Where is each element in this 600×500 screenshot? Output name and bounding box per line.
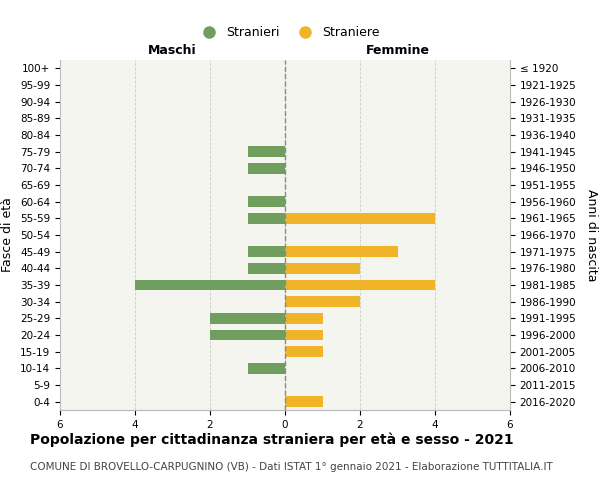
Bar	[248, 196, 285, 207]
Bar	[248, 263, 285, 274]
Text: Femmine: Femmine	[365, 44, 430, 57]
Bar	[285, 330, 323, 340]
Text: COMUNE DI BROVELLO-CARPUGNINO (VB) - Dati ISTAT 1° gennaio 2021 - Elaborazione T: COMUNE DI BROVELLO-CARPUGNINO (VB) - Dat…	[30, 462, 553, 472]
Legend: Stranieri, Straniere: Stranieri, Straniere	[191, 21, 385, 44]
Text: Popolazione per cittadinanza straniera per età e sesso - 2021: Popolazione per cittadinanza straniera p…	[30, 432, 514, 447]
Bar	[285, 396, 323, 407]
Text: Maschi: Maschi	[148, 44, 197, 57]
Bar	[285, 313, 323, 324]
Y-axis label: Fasce di età: Fasce di età	[1, 198, 14, 272]
Bar	[210, 330, 285, 340]
Bar	[248, 163, 285, 174]
Bar	[285, 263, 360, 274]
Bar	[285, 246, 398, 257]
Bar	[135, 280, 285, 290]
Bar	[248, 146, 285, 157]
Bar	[210, 313, 285, 324]
Bar	[285, 213, 435, 224]
Bar	[285, 296, 360, 307]
Bar	[285, 280, 435, 290]
Y-axis label: Anni di nascita: Anni di nascita	[585, 188, 598, 281]
Bar	[248, 363, 285, 374]
Bar	[248, 213, 285, 224]
Bar	[285, 346, 323, 357]
Bar	[248, 246, 285, 257]
